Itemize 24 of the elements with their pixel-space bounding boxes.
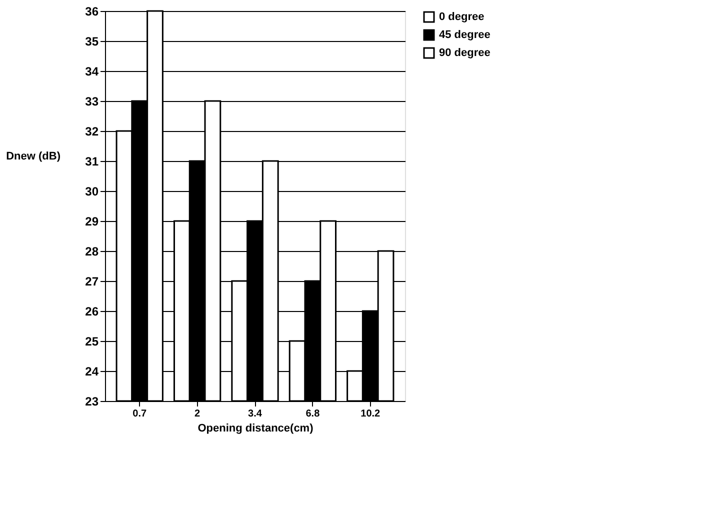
y-tick-label: 29	[85, 214, 99, 228]
y-tick-label: 33	[85, 94, 99, 108]
legend-label: 45 degree	[439, 29, 490, 41]
x-axis-title: Opening distance(cm)	[198, 422, 314, 434]
x-tick-label: 0.7	[132, 408, 147, 420]
y-tick-label: 31	[85, 154, 99, 168]
y-tick-label: 23	[85, 394, 99, 408]
x-tick-label: 3.4	[248, 408, 262, 420]
y-tick-label: 32	[85, 124, 99, 138]
y-tick-label: 35	[85, 34, 99, 48]
y-tick-label: 30	[85, 184, 99, 198]
y-tick-label: 26	[85, 304, 99, 318]
x-tick-label: 10.2	[360, 408, 381, 420]
y-tick-label: 34	[85, 64, 99, 78]
y-tick-label: 36	[85, 4, 99, 18]
legend-label: 90 degree	[439, 47, 490, 59]
y-tick-label: 25	[85, 334, 99, 348]
y-tick-label: 27	[85, 274, 99, 288]
y-tick-label: 24	[85, 364, 99, 378]
y-tick-label: 28	[85, 244, 99, 258]
y-axis-title: Dnew (dB)	[6, 150, 61, 162]
x-tick-label: 6.8	[306, 408, 320, 420]
legend-label: 0 degree	[439, 11, 484, 23]
x-tick-label: 2	[194, 408, 201, 420]
